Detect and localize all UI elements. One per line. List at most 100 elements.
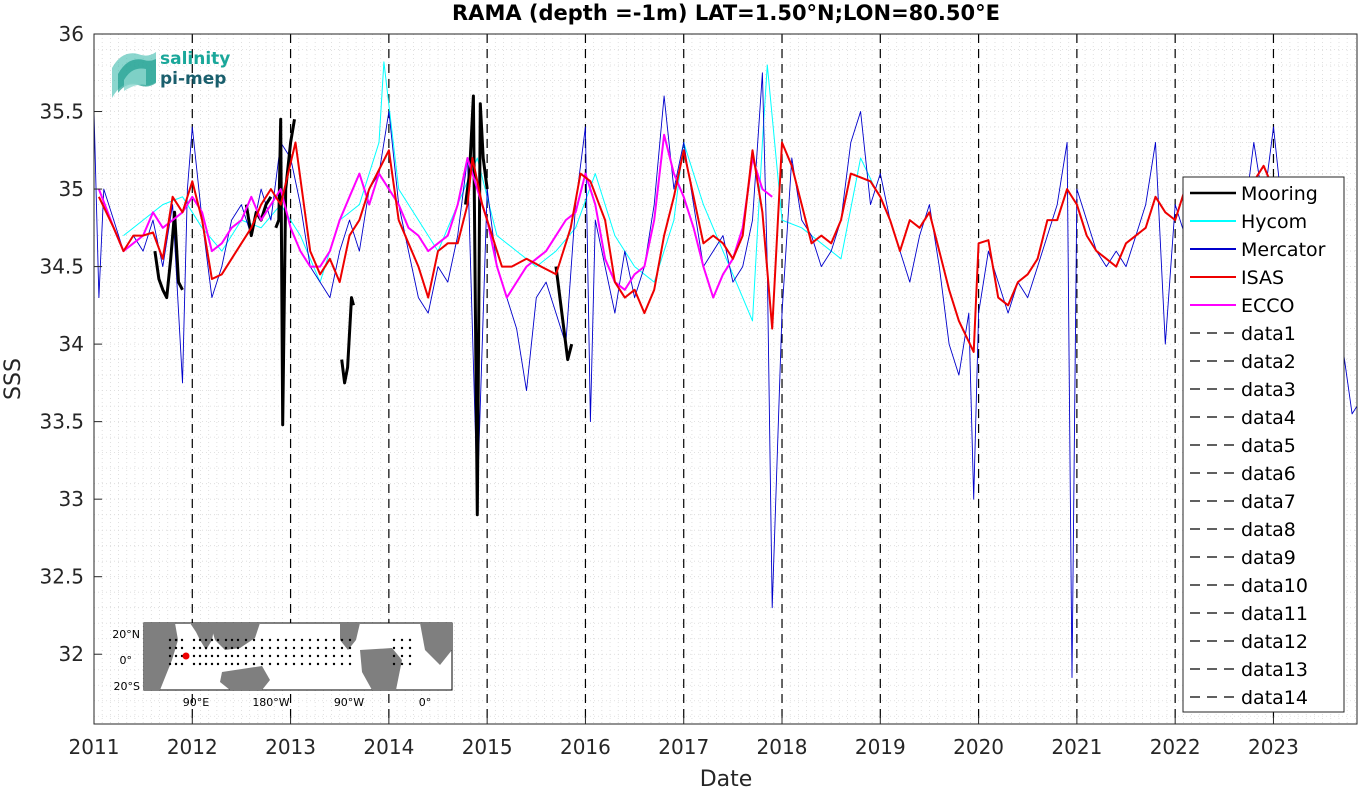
inset-land-australia [220,666,270,690]
legend-label: Mooring [1241,183,1318,205]
inset-buoy-dot [292,662,296,666]
inset-buoy-dot [168,646,172,650]
inset-buoy-dot [260,638,264,642]
inset-buoy-dot [332,646,336,650]
inset-buoy-dot [268,662,272,666]
salinity-pi-mep-logo: salinity pi-mep [112,49,230,98]
inset-buoy-dot [168,662,172,666]
inset-land-south-america [360,648,402,690]
inset-buoy-dot [316,662,320,666]
inset-buoy-dot [284,654,288,658]
legend-label: data14 [1241,687,1308,709]
data-series [93,61,1358,678]
x-tick-label: 2011 [69,735,120,759]
inset-buoy-dot [292,654,296,658]
legend-label: data9 [1241,547,1296,569]
logo-line2: pi-mep [160,69,226,89]
legend-label: data8 [1241,519,1296,541]
x-tick-label: 2013 [265,735,316,759]
inset-buoy-dot [268,646,272,650]
inset-lon-label-1: 90°E [183,696,209,709]
inset-buoy-dot [210,646,214,650]
chart-title: RAMA (depth =-1m) LAT=1.50°N;LON=80.50°E [452,1,1000,25]
inset-buoy-dot [316,646,320,650]
inset-buoy-dot [230,662,234,666]
logo-line1: salinity [160,49,230,69]
inset-buoy-dot [216,646,220,650]
x-tick-label: 2021 [1051,735,1102,759]
y-tick-label: 33 [59,487,84,511]
x-tick-label: 2023 [1248,735,1299,759]
inset-land-west-africa [420,623,452,665]
inset-buoy-dot [408,646,412,650]
inset-buoy-dot [324,646,328,650]
inset-buoy-dot [244,638,248,642]
inset-buoy-dot [332,654,336,658]
y-tick-label: 34 [59,332,84,356]
x-tick-label: 2020 [953,735,1004,759]
inset-buoy-dot [324,662,328,666]
inset-buoy-dot [252,662,256,666]
inset-buoy-dot [392,662,396,666]
inset-buoy-dot [276,654,280,658]
inset-land-central-america [340,623,360,650]
inset-buoy-dot [224,638,228,642]
inset-buoy-dot [408,638,412,642]
inset-buoy-dot [180,646,184,650]
x-axis-label: Date [700,767,753,790]
legend-label: ECCO [1241,295,1295,317]
inset-land-asia [210,623,260,650]
inset-buoy-dot [180,662,184,666]
y-tick-label: 36 [59,22,84,46]
inset-buoy-dot [216,662,220,666]
inset-buoy-dot [224,646,228,650]
plot-frame [93,33,1358,725]
inset-buoy-dot [308,646,312,650]
inset-buoy-dot [276,638,280,642]
inset-buoy-dot [392,646,396,650]
legend: Mooring Hycom Mercator ISAS ECCO data1 data2 da… [1182,176,1345,713]
legend-label: data1 [1241,323,1296,345]
legend-label: data12 [1241,631,1308,653]
inset-buoy-dot [332,638,336,642]
legend-label: data3 [1241,379,1296,401]
inset-buoy-dot [224,662,228,666]
inset-buoy-dot [224,654,228,658]
inset-buoy-dot [168,638,172,642]
inset-buoy-dot [300,646,304,650]
inset-buoy-dot [308,638,312,642]
inset-buoy-dot [316,638,320,642]
y-tick-label: 33.5 [39,410,84,434]
inset-lat-label-2: 0° [120,654,133,667]
legend-label: data11 [1241,603,1308,625]
inset-buoy-dot [324,654,328,658]
inset-buoy-dot [192,646,196,650]
inset-lat-label-3: 20°S [114,680,140,693]
inset-buoy-dot [252,638,256,642]
x-tick-label: 2015 [462,735,513,759]
inset-buoy-dot [198,654,202,658]
series-line-isas [97,141,1275,353]
inset-lat-label-1: 20°N [112,628,140,641]
legend-label: data5 [1241,435,1296,457]
x-tick-label: 2012 [167,735,218,759]
inset-buoy-dot [400,654,404,658]
legend-label: data13 [1241,659,1308,681]
x-tick-label: 2016 [560,735,611,759]
inset-buoy-dot [230,654,234,658]
inset-buoy-dot [252,654,256,658]
inset-buoy-dot [230,638,234,642]
inset-buoy-dot [308,654,312,658]
inset-buoy-dot [324,638,328,642]
inset-buoy-dot [236,654,240,658]
inset-buoy-dot [230,646,234,650]
y-tick-label: 32.5 [39,565,84,589]
inset-buoy-dot [260,662,264,666]
legend-label: data2 [1241,351,1296,373]
series-line-ecco [97,133,773,299]
inset-buoy-dot [348,654,352,658]
inset-buoy-dot [348,638,352,642]
inset-buoy-dot [244,654,248,658]
legend-label: Hycom [1241,211,1307,233]
